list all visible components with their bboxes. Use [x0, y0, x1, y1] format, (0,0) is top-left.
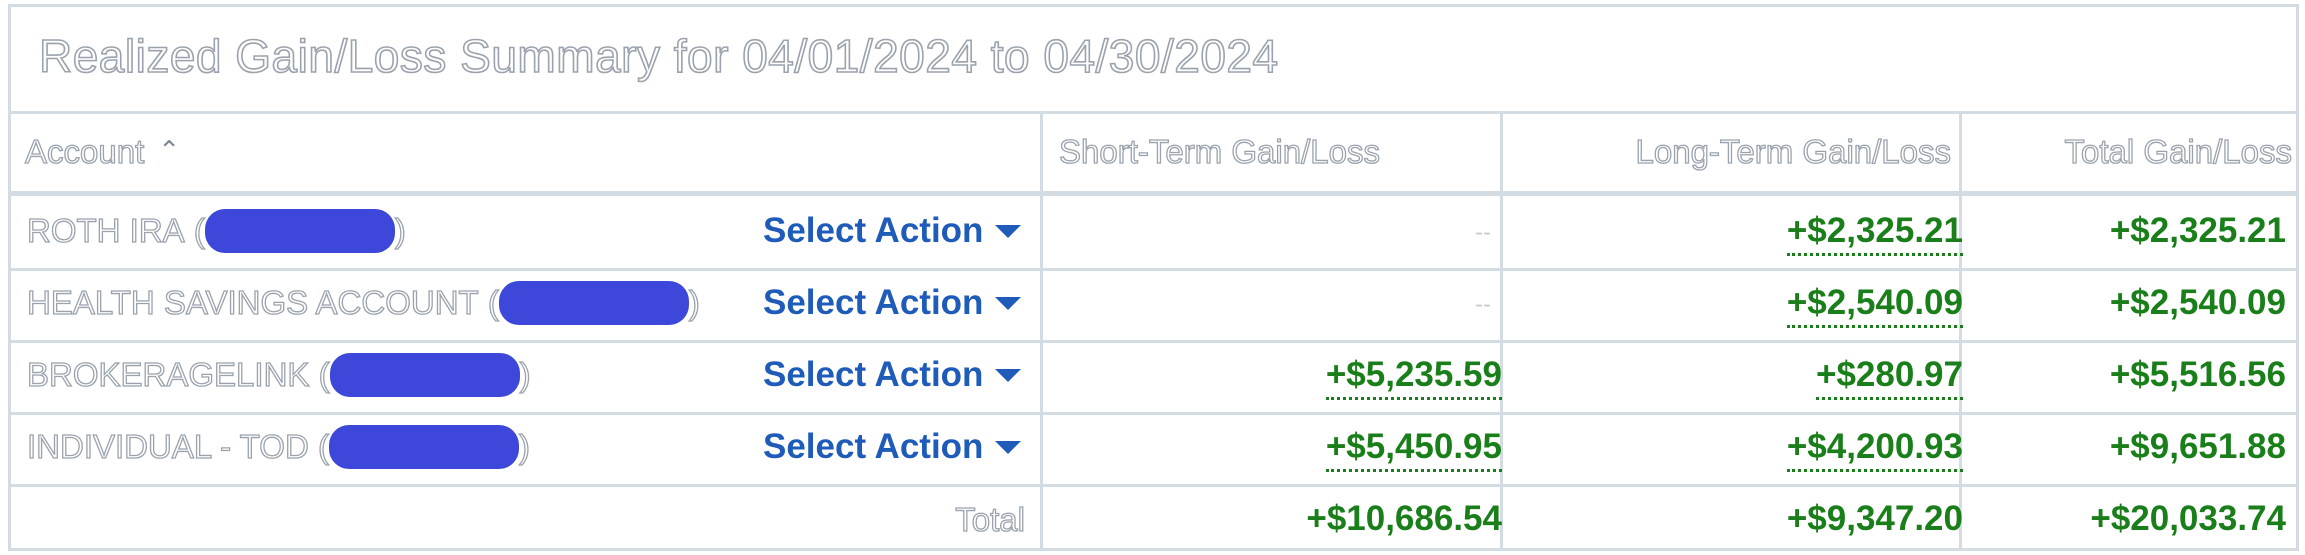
table-row-account: ROTH IRA (): [26, 209, 406, 253]
select-action-button[interactable]: Select Action: [763, 427, 1022, 467]
long-term-value-link[interactable]: +$4,200.93: [1786, 427, 1963, 472]
table-row-account: BROKERAGELINK (): [26, 353, 531, 397]
total-value: +$9,651.88: [2109, 427, 2286, 466]
row-divider: [11, 340, 2296, 343]
select-action-button[interactable]: Select Action: [763, 283, 1022, 323]
account-name: INDIVIDUAL - TOD: [26, 427, 309, 465]
column-header-short-term[interactable]: Short-Term Gain/Loss: [1058, 132, 1380, 170]
row-divider: [11, 484, 2296, 487]
gain-loss-summary-panel: Realized Gain/Loss Summary for 04/01/202…: [8, 4, 2299, 551]
caret-down-icon: [995, 224, 1022, 238]
grand-total: +$20,033.74: [2090, 499, 2286, 538]
redacted-account-number: [498, 281, 689, 325]
caret-down-icon: [995, 440, 1022, 454]
select-action-label: Select Action: [763, 211, 984, 250]
header-divider: [11, 191, 2296, 196]
total-value: +$5,516.56: [2109, 355, 2286, 394]
column-header-account[interactable]: Account ⌃: [24, 132, 181, 171]
long-term-value-link[interactable]: +$2,540.09: [1786, 283, 1963, 328]
caret-down-icon: [995, 296, 1022, 310]
total-row-label: Total: [955, 500, 1026, 538]
redacted-account-number: [329, 353, 520, 397]
title-divider: [11, 111, 2296, 114]
account-name: ROTH IRA: [26, 211, 185, 249]
caret-down-icon: [995, 368, 1022, 382]
select-action-label: Select Action: [763, 283, 984, 322]
total-long-term: +$9,347.20: [1786, 499, 1963, 538]
column-divider: [1500, 111, 1503, 551]
table-row-account: INDIVIDUAL - TOD (): [26, 425, 531, 469]
select-action-button[interactable]: Select Action: [763, 355, 1022, 395]
account-name: BROKERAGELINK: [26, 355, 310, 393]
column-divider: [1959, 111, 1962, 551]
column-divider: [1040, 111, 1043, 551]
row-divider: [11, 412, 2296, 415]
row-divider: [11, 268, 2296, 271]
empty-value: --: [1475, 291, 1491, 318]
total-short-term: +$10,686.54: [1306, 499, 1502, 538]
long-term-value-link[interactable]: +$280.97: [1816, 355, 1963, 400]
account-name: HEALTH SAVINGS ACCOUNT: [26, 283, 479, 321]
empty-value: --: [1475, 219, 1491, 246]
select-action-button[interactable]: Select Action: [763, 211, 1022, 251]
short-term-value-link[interactable]: +$5,235.59: [1325, 355, 1502, 400]
short-term-value-link[interactable]: +$5,450.95: [1325, 427, 1502, 472]
page-title: Realized Gain/Loss Summary for 04/01/202…: [38, 29, 1279, 83]
select-action-label: Select Action: [763, 427, 984, 466]
column-header-account-label: Account: [24, 132, 145, 170]
column-header-long-term[interactable]: Long-Term Gain/Loss: [1635, 132, 1952, 170]
select-action-label: Select Action: [763, 355, 984, 394]
redacted-account-number: [204, 209, 395, 253]
chevron-up-icon[interactable]: ⌃: [158, 135, 181, 165]
total-value: +$2,325.21: [2109, 211, 2286, 250]
redacted-account-number: [328, 425, 519, 469]
column-header-total[interactable]: Total Gain/Loss: [2064, 132, 2293, 170]
total-value: +$2,540.09: [2109, 283, 2286, 322]
table-row-account: HEALTH SAVINGS ACCOUNT (): [26, 281, 701, 325]
long-term-value-link[interactable]: +$2,325.21: [1786, 211, 1963, 256]
